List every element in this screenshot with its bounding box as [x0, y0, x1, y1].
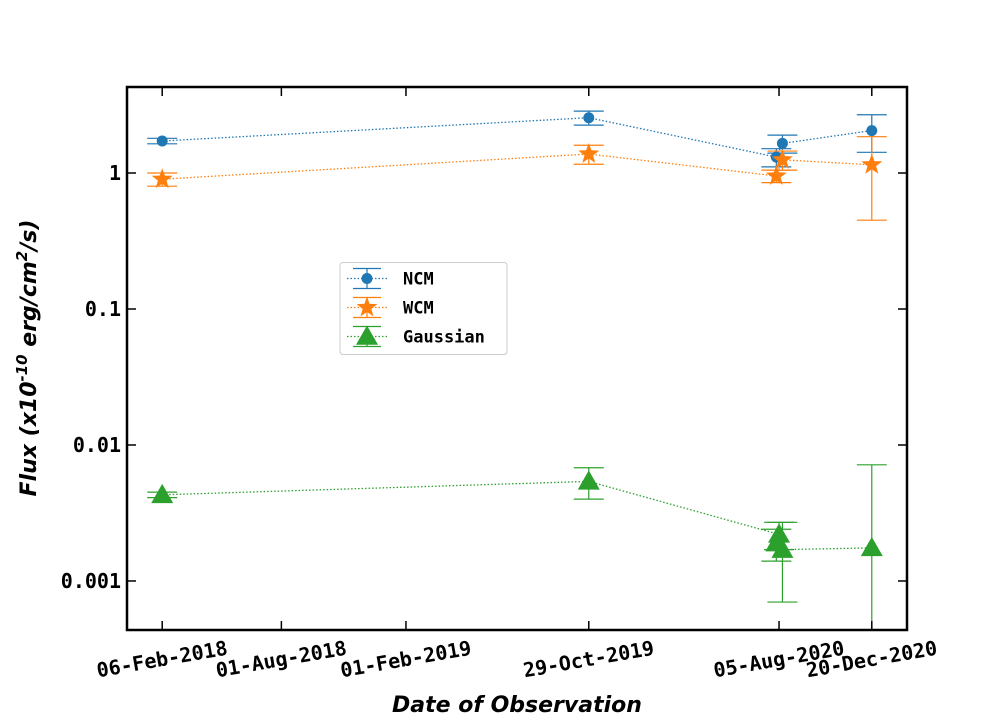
y-label-part: Flux (x10: [17, 381, 42, 496]
legend-label: WCM: [403, 299, 434, 319]
x-tick-label: 06-Feb-2018: [95, 636, 230, 683]
y-label-part: /s): [17, 220, 42, 254]
legend: NCM WCM Gaussian: [339, 262, 508, 355]
marker: [583, 112, 595, 124]
marker: [776, 137, 788, 149]
y-label-superscript: -10: [13, 354, 31, 381]
marker: [151, 168, 173, 189]
marker: [356, 296, 378, 317]
marker: [156, 135, 168, 147]
axes-frame: [125, 85, 909, 632]
y-label-part: erg/cm: [17, 261, 42, 354]
legend-label: Gaussian: [403, 328, 485, 348]
y-label-superscript: 2: [13, 251, 31, 261]
x-tick-label: 29-Oct-2019: [521, 636, 656, 683]
marker: [151, 483, 174, 504]
marker: [578, 143, 600, 163]
error-bar: [856, 136, 887, 221]
y-tick-label: 0.001: [61, 569, 121, 593]
y-tick-label: 0.01: [73, 433, 121, 457]
x-tick-label: 01-Aug-2018: [214, 636, 349, 683]
marker: [765, 165, 787, 185]
x-axis-label: Date of Observation: [392, 693, 642, 718]
plot-area: [147, 110, 887, 630]
legend-box: [339, 262, 508, 355]
marker: [866, 125, 878, 137]
x-tick-label: 01-Feb-2019: [338, 636, 473, 683]
series-line: [162, 117, 872, 158]
marker: [356, 325, 378, 345]
error-bar: [856, 464, 887, 630]
series-line: [162, 480, 872, 551]
y-tick-label: 0.1: [85, 297, 121, 321]
legend-label: NCM: [403, 270, 434, 290]
y-axis-label: Flux (x10-10 erg/cm2/s): [13, 220, 42, 497]
marker: [772, 148, 793, 169]
marker: [771, 538, 794, 558]
marker: [861, 153, 883, 174]
marker: [860, 536, 883, 557]
marker: [361, 273, 373, 284]
y-tick-label: 1: [109, 161, 121, 185]
marker: [577, 470, 600, 490]
